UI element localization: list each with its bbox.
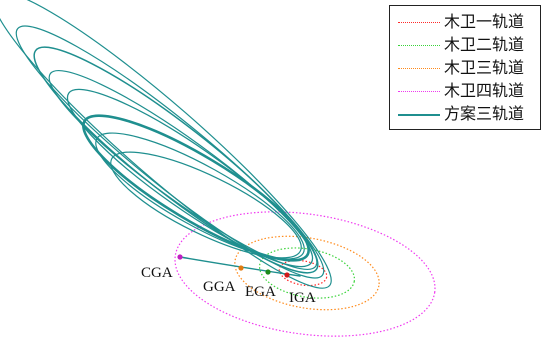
legend-item-scheme-three-trajectory: 方案三轨道 xyxy=(398,103,538,125)
legend-label: 木卫三轨道 xyxy=(444,58,525,77)
trajectory-loop xyxy=(110,151,302,259)
legend-label: 木卫二轨道 xyxy=(444,35,525,54)
legend-item-callisto-orbit: 木卫四轨道 xyxy=(398,80,538,102)
legend-swatch xyxy=(398,91,440,92)
flyby-points: CGA GGA EGA IGA xyxy=(141,254,316,306)
trajectory-loop xyxy=(48,69,318,271)
cga-flyby-point xyxy=(177,254,183,260)
trajectory-loop xyxy=(82,114,310,262)
legend-swatch xyxy=(398,68,440,69)
legend-swatch xyxy=(398,22,440,23)
trajectory-loop xyxy=(66,88,314,268)
scheme-three-trajectory xyxy=(0,0,332,289)
legend-item-ganymede-orbit: 木卫三轨道 xyxy=(398,57,538,79)
europa-orbit xyxy=(258,247,356,299)
trajectory-loop xyxy=(0,0,332,289)
trajectory-loop xyxy=(15,25,325,279)
iga-label: IGA xyxy=(289,290,316,306)
io-orbit xyxy=(278,259,328,287)
legend-label: 木卫一轨道 xyxy=(444,12,525,31)
trajectory-transfer-arc xyxy=(179,256,301,277)
legend-item-io-orbit: 木卫一轨道 xyxy=(398,11,538,33)
ega-label: EGA xyxy=(245,284,276,300)
cga-label: CGA xyxy=(141,265,173,281)
gga-flyby-point xyxy=(238,265,244,271)
ganymede-orbit xyxy=(234,235,380,311)
trajectory-loop xyxy=(33,46,319,274)
callisto-orbit xyxy=(174,211,436,337)
legend-label: 方案三轨道 xyxy=(444,104,525,123)
ega-flyby-point xyxy=(265,269,271,275)
legend-swatch xyxy=(398,114,440,116)
legend-swatch xyxy=(398,45,440,46)
iga-flyby-point xyxy=(284,272,290,278)
legend-label: 木卫四轨道 xyxy=(444,81,525,100)
legend: 木卫一轨道 木卫二轨道 木卫三轨道 木卫四轨道 方案三轨道 xyxy=(389,5,541,130)
trajectory-loop xyxy=(95,132,305,260)
moon-orbits xyxy=(174,211,436,337)
gga-label: GGA xyxy=(203,279,236,295)
legend-item-europa-orbit: 木卫二轨道 xyxy=(398,34,538,56)
